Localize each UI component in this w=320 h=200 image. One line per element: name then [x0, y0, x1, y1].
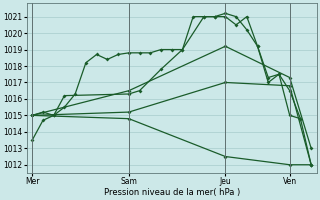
X-axis label: Pression niveau de la mer( hPa ): Pression niveau de la mer( hPa ): [104, 188, 240, 197]
